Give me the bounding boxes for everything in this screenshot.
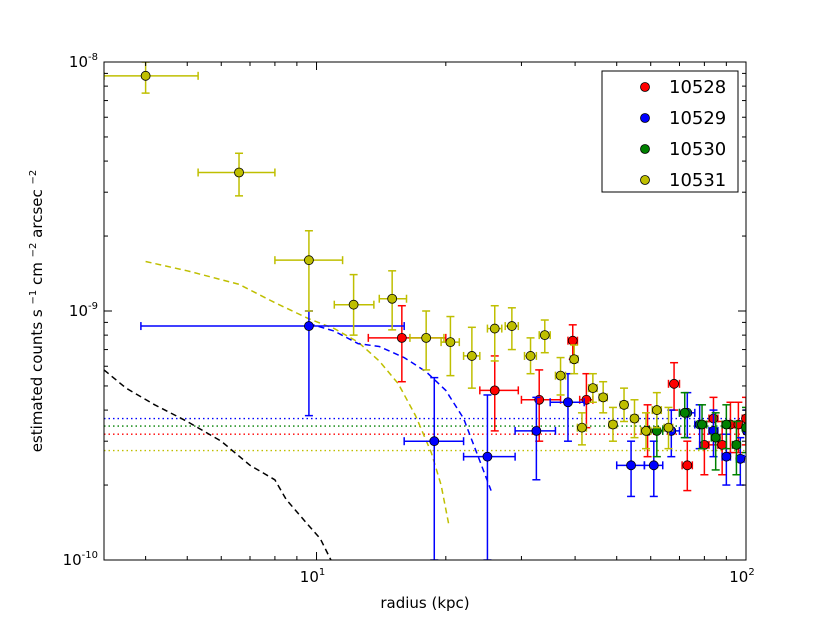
y-tick-label-exponent: -8 bbox=[88, 52, 98, 63]
data-point bbox=[421, 332, 432, 343]
x-tick-label-base: 10 bbox=[729, 568, 748, 586]
legend-label-10530: 10530 bbox=[669, 139, 726, 160]
data-point bbox=[648, 460, 659, 471]
y-axis-label-part: arcsec bbox=[28, 189, 46, 238]
data-point bbox=[489, 385, 500, 396]
y-axis-label: estimated counts s −1 cm −2 arcsec −2 bbox=[22, 170, 46, 453]
data-point bbox=[304, 255, 314, 266]
data-point bbox=[445, 337, 456, 348]
data-point bbox=[731, 439, 742, 450]
y-axis-label-exponent: −1 bbox=[28, 290, 39, 305]
data-point bbox=[669, 378, 679, 389]
data-point bbox=[539, 330, 550, 341]
data-point bbox=[741, 422, 746, 433]
data-point bbox=[651, 405, 662, 415]
model-curve bbox=[145, 260, 450, 524]
legend-label-10531: 10531 bbox=[669, 170, 726, 191]
legend-marker-10528 bbox=[640, 82, 650, 92]
data-point bbox=[608, 419, 618, 430]
x-tick-label-base: 10 bbox=[300, 568, 319, 586]
y-axis-label-part: cm bbox=[28, 262, 46, 285]
legend-marker-10530 bbox=[640, 144, 650, 154]
data-point bbox=[567, 335, 578, 346]
x-tick-label: 101 bbox=[300, 567, 325, 586]
legend-marker-10529 bbox=[640, 113, 650, 123]
data-point bbox=[641, 425, 651, 436]
model-curve bbox=[104, 369, 332, 560]
legend-marker-10531 bbox=[640, 175, 650, 185]
data-point bbox=[619, 399, 629, 410]
y-tick-label: 10-10 bbox=[63, 550, 98, 569]
model-curve bbox=[308, 322, 492, 491]
data-point bbox=[429, 436, 440, 447]
data-point bbox=[697, 419, 707, 430]
data-point bbox=[577, 422, 587, 433]
data-point bbox=[396, 332, 407, 343]
data-point bbox=[741, 413, 746, 424]
axis-labels: radius (kpc) estimated counts s −1 cm −2… bbox=[22, 170, 470, 612]
y-tick-label: 10-8 bbox=[69, 52, 98, 71]
data-point bbox=[598, 392, 609, 403]
y-tick-label-exponent: -10 bbox=[82, 550, 98, 561]
data-point bbox=[555, 370, 566, 381]
data-point bbox=[506, 321, 517, 331]
data-point bbox=[525, 351, 536, 361]
data-point bbox=[663, 422, 674, 433]
data-point bbox=[563, 397, 573, 408]
plot-area bbox=[104, 62, 746, 560]
y-tick-label-base: 10 bbox=[69, 53, 88, 71]
y-tick-label-base: 10 bbox=[69, 302, 88, 320]
y-axis-label-exponent: −2 bbox=[28, 170, 39, 185]
data-point bbox=[721, 451, 732, 462]
y-tick-label-exponent: -9 bbox=[88, 301, 98, 312]
data-point bbox=[489, 323, 500, 334]
legend-box bbox=[601, 70, 739, 193]
y-axis-label-exponent: −2 bbox=[28, 243, 39, 258]
y-tick-label: 10-9 bbox=[69, 301, 98, 320]
data-point bbox=[682, 460, 693, 471]
data-point bbox=[304, 321, 314, 331]
y-axis-label-part: estimated counts s bbox=[28, 309, 46, 452]
legend-label-10528: 10528 bbox=[669, 77, 726, 98]
legend: 10528 10529 10530 10531 bbox=[601, 70, 739, 193]
data-point bbox=[679, 407, 690, 418]
data-point bbox=[710, 432, 721, 443]
x-tick-label-exponent: 2 bbox=[748, 567, 754, 578]
data-point bbox=[721, 419, 732, 430]
x-tick-label-exponent: 1 bbox=[319, 567, 325, 578]
x-tick-label: 102 bbox=[729, 567, 754, 586]
data-point bbox=[482, 451, 493, 462]
data-point bbox=[140, 70, 151, 81]
data-point bbox=[234, 167, 244, 178]
plot-clipped-group bbox=[104, 62, 746, 560]
y-tick-label-base: 10 bbox=[63, 551, 82, 569]
data-point bbox=[531, 425, 542, 436]
data-point bbox=[466, 351, 477, 361]
data-point bbox=[626, 460, 636, 471]
data-point bbox=[587, 383, 598, 394]
data-point bbox=[569, 354, 580, 365]
data-point bbox=[348, 299, 359, 310]
legend-label-10529: 10529 bbox=[669, 108, 726, 129]
data-point bbox=[629, 413, 640, 424]
data-point bbox=[387, 293, 398, 304]
x-axis-label: radius (kpc) bbox=[380, 594, 469, 612]
